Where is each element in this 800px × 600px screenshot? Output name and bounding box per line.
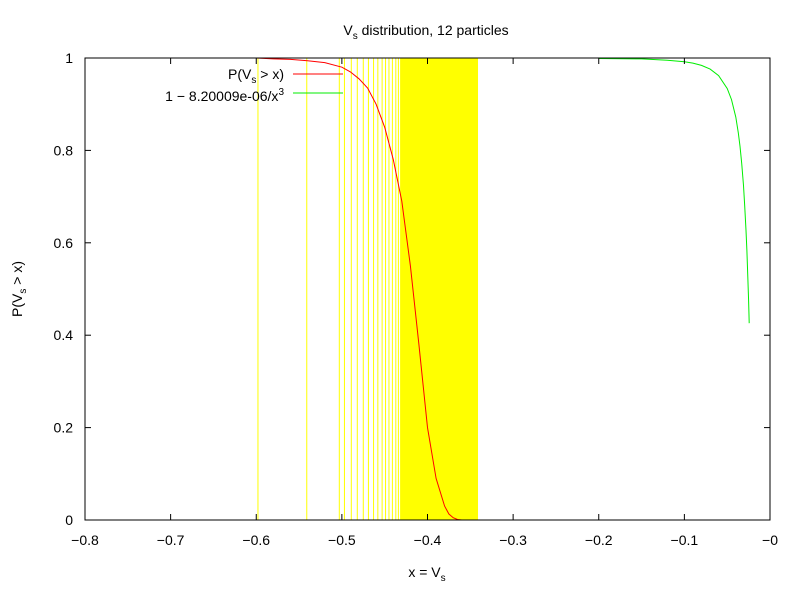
axis-ticks: −0.8 −0.7 −0.6 −0.5 −0.4 −0.3 −0.2 −0.1 −0 0 0.2 0.… bbox=[54, 50, 779, 548]
x-tick-label: −0 bbox=[762, 532, 778, 548]
x-tick-label: −0.8 bbox=[71, 532, 99, 548]
y-tick-label: 0.4 bbox=[54, 327, 74, 343]
series-empirical-curve bbox=[239, 57, 462, 521]
y-tick-label: 0.6 bbox=[54, 235, 74, 251]
x-tick-label: −0.3 bbox=[499, 532, 527, 548]
x-tick-label: −0.2 bbox=[585, 532, 613, 548]
x-axis-label: x = Vs bbox=[408, 564, 445, 584]
chart-title: Vs distribution, 12 particles bbox=[343, 22, 508, 42]
x-tick-label: −0.6 bbox=[242, 532, 270, 548]
y-tick-label: 0.8 bbox=[54, 142, 74, 158]
y-tick-label: 0.2 bbox=[54, 420, 74, 436]
sample-markers bbox=[257, 58, 479, 520]
x-tick-label: −0.5 bbox=[328, 532, 356, 548]
legend: P(Vs > x) 1 − 8.20009e-06/x3 bbox=[165, 66, 343, 104]
x-tick-label: −0.7 bbox=[157, 532, 185, 548]
x-tick-label: −0.1 bbox=[671, 532, 699, 548]
legend-label-fit: 1 − 8.20009e-06/x3 bbox=[165, 87, 284, 104]
legend-label-empirical: P(Vs > x) bbox=[228, 66, 284, 86]
series-fit-curve bbox=[598, 58, 750, 324]
sample-band bbox=[400, 58, 479, 520]
y-tick-label: 1 bbox=[65, 50, 73, 66]
y-tick-label: 0 bbox=[65, 512, 73, 528]
x-tick-label: −0.4 bbox=[414, 532, 442, 548]
plot-curves bbox=[239, 57, 750, 521]
y-axis-label: P(Vs > x) bbox=[9, 261, 29, 317]
